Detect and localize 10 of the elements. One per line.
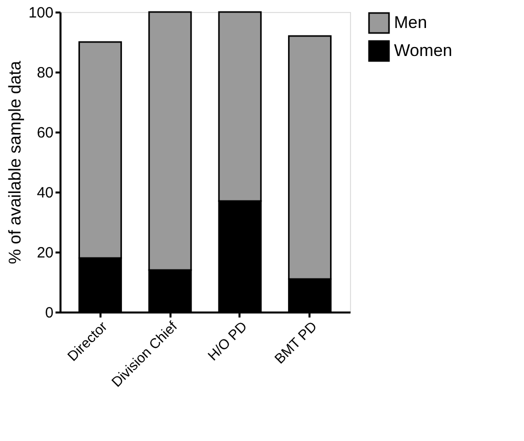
x-tick-label: H/O PD [204,318,250,364]
y-tick-label: 80 [36,64,54,82]
y-tick-label: 40 [36,184,54,202]
y-tick-label: 0 [45,304,54,322]
y-tick-label: 60 [36,124,54,142]
legend-label: Men [394,13,428,32]
y-tick-label: 20 [36,244,54,262]
y-axis-title: % of available sample data [5,60,24,264]
legend-label: Women [394,41,452,60]
y-tick-label: 100 [28,4,54,22]
